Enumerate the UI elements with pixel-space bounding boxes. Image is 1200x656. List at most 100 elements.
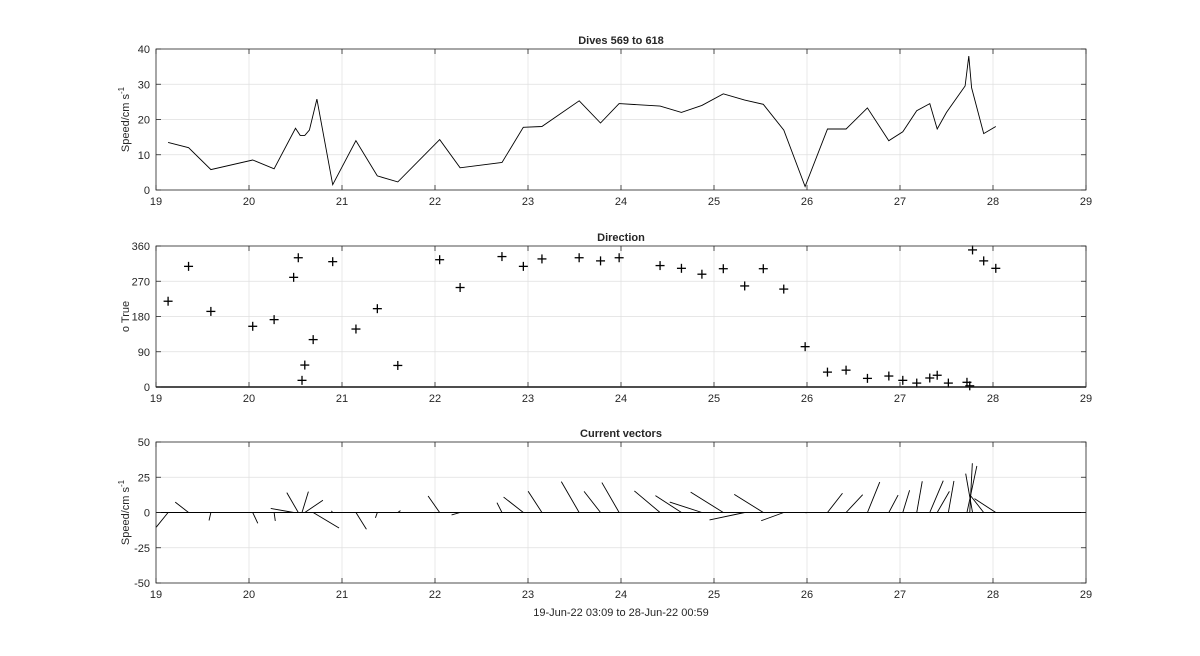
direction-point [289, 272, 299, 282]
direction-y-ticks: 0 90 180 270 360 [132, 241, 1086, 394]
current-vector-stick [867, 481, 881, 513]
x-tick-label: 23 [522, 196, 534, 208]
direction-point [676, 263, 686, 273]
current-vector-stick [374, 512, 378, 518]
vectors-panel: 19 20 21 22 23 24 25 26 27 28 29 -50 -25 0 25 50 Curre… [117, 428, 1092, 601]
y-tick-label: 180 [132, 312, 150, 324]
y-tick-label: 25 [138, 472, 150, 484]
direction-point [979, 256, 989, 266]
direction-point [351, 324, 361, 334]
direction-point [968, 245, 978, 255]
y-tick-label: -25 [134, 543, 150, 555]
current-vector-stick [947, 480, 955, 513]
x-tick-label: 21 [336, 589, 348, 601]
vectors-sticks-layer [155, 463, 1086, 530]
y-tick-label: 20 [138, 115, 150, 127]
direction-point [300, 360, 310, 370]
current-vector-stick [174, 501, 189, 513]
current-vector-stick [427, 495, 441, 513]
direction-point [862, 373, 872, 383]
x-tick-label: 27 [894, 196, 906, 208]
vectors-y-label: Speed/cm s-1 [117, 479, 132, 545]
y-tick-label: 40 [138, 44, 150, 56]
direction-point [497, 252, 507, 262]
direction-point [308, 335, 318, 345]
direction-point [455, 283, 465, 293]
current-vector-stick [496, 502, 503, 513]
direction-point [574, 253, 584, 263]
y-tick-label: 30 [138, 79, 150, 91]
x-tick-label: 25 [708, 393, 720, 405]
speed-panel: 19 20 21 22 23 24 25 26 27 28 29 0 10 20 30 40 Dives 5… [117, 35, 1092, 208]
direction-point [932, 370, 942, 380]
current-vector-stick [965, 473, 973, 513]
current-vector-stick [273, 512, 276, 521]
x-tick-label: 20 [243, 196, 255, 208]
current-vector-stick [929, 480, 944, 513]
current-vector-stick [969, 463, 973, 513]
x-tick-label: 29 [1080, 196, 1092, 208]
speed-y-label-text: Speed/cm s [120, 94, 132, 153]
direction-point [248, 321, 258, 331]
direction-point [841, 365, 851, 375]
speed-y-label: Speed/cm s-1 [117, 86, 132, 152]
figure-x-label: 19-Jun-22 03:09 to 28-Jun-22 00:59 [533, 607, 709, 619]
direction-point [912, 378, 922, 388]
x-tick-label: 23 [522, 589, 534, 601]
speed-y-label-exponent: -1 [117, 86, 126, 94]
x-tick-label: 24 [615, 393, 627, 405]
current-vector-stick [669, 501, 703, 513]
current-vector-stick [583, 491, 601, 513]
direction-point [740, 281, 750, 291]
direction-point [435, 255, 445, 265]
current-vector-stick [330, 510, 334, 513]
current-vector-stick [397, 510, 401, 513]
x-tick-label: 22 [429, 589, 441, 601]
direction-point [372, 304, 382, 314]
speed-series-line [167, 56, 997, 188]
y-tick-label: -50 [134, 578, 150, 590]
y-tick-label: 90 [138, 347, 150, 359]
current-vector-stick [969, 494, 985, 513]
current-vector-stick [888, 494, 899, 513]
x-tick-label: 24 [615, 589, 627, 601]
vectors-title: Current vectors [580, 428, 662, 440]
x-tick-label: 20 [243, 589, 255, 601]
direction-point [884, 371, 894, 381]
x-tick-label: 26 [801, 393, 813, 405]
current-vector-stick [634, 490, 661, 513]
direction-point [822, 367, 832, 377]
current-vector-stick [916, 481, 923, 513]
x-tick-label: 25 [708, 196, 720, 208]
y-tick-label: 10 [138, 150, 150, 162]
direction-point [328, 257, 338, 267]
y-tick-label: 0 [144, 508, 150, 520]
direction-point [718, 264, 728, 274]
direction-y-label: o True [120, 301, 132, 332]
speed-title: Dives 569 to 618 [578, 35, 664, 47]
direction-point [991, 263, 1001, 273]
x-tick-label: 29 [1080, 393, 1092, 405]
direction-point [800, 342, 810, 352]
y-tick-label: 50 [138, 437, 150, 449]
direction-point [779, 284, 789, 294]
direction-point [293, 253, 303, 263]
current-vector-stick [601, 482, 620, 513]
current-vector-stick [845, 494, 864, 513]
x-tick-label: 21 [336, 196, 348, 208]
y-tick-label: 360 [132, 241, 150, 253]
direction-point [697, 269, 707, 279]
current-vector-stick [560, 481, 580, 513]
current-vector-stick [655, 495, 682, 513]
current-vector-stick [270, 508, 294, 513]
x-tick-label: 26 [801, 196, 813, 208]
direction-point [206, 306, 216, 316]
x-tick-label: 28 [987, 589, 999, 601]
vectors-y-ticks: -50 -25 0 25 50 [134, 437, 1086, 590]
speed-y-ticks: 0 10 20 30 40 [138, 44, 1086, 197]
direction-point [965, 381, 975, 391]
x-tick-label: 19 [150, 589, 162, 601]
speed-x-ticks: 19 20 21 22 23 24 25 26 27 28 29 [150, 49, 1092, 208]
